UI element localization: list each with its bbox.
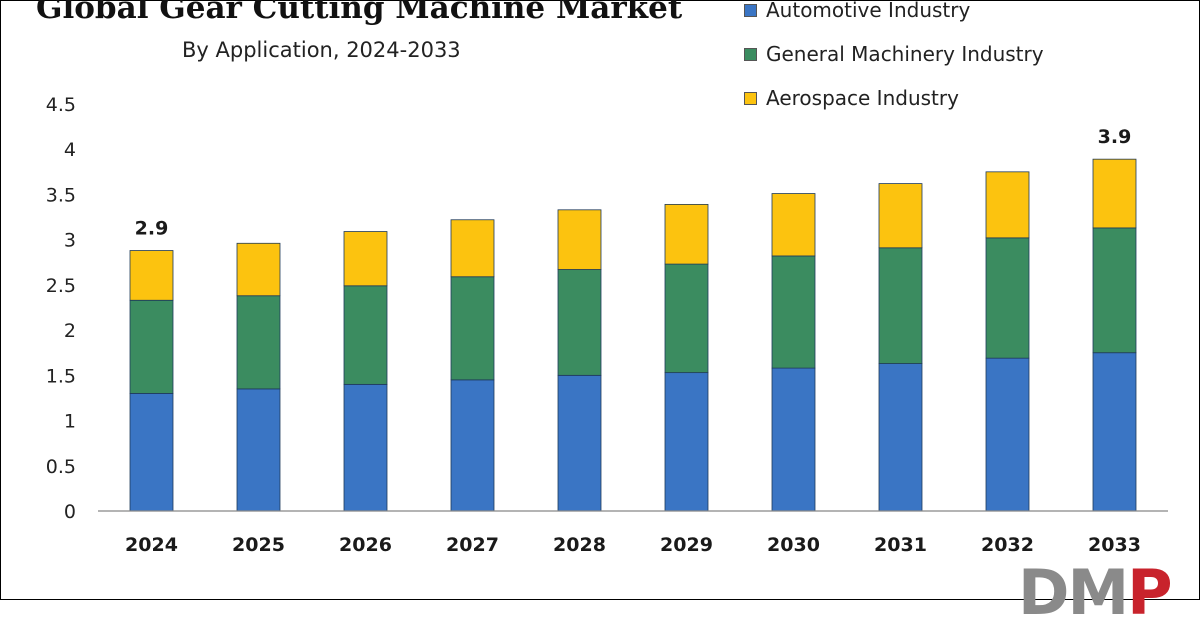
y-tick-label: 4.5 — [46, 94, 76, 116]
bar-segment-aerospace — [771, 193, 816, 257]
legend-swatch-aerospace — [744, 91, 757, 105]
y-tick-label: 3.5 — [46, 184, 76, 206]
legend-label-general-machinery: General Machinery Industry — [766, 42, 1044, 66]
bar-segment-aerospace — [1092, 158, 1137, 229]
legend-item-aerospace: Aerospace Industry — [744, 76, 1044, 120]
legend: Automotive Industry General Machinery In… — [744, 0, 1044, 120]
bar-segment-aerospace — [985, 171, 1030, 239]
legend-swatch-automotive — [744, 3, 757, 17]
x-tick-label: 2030 — [767, 534, 820, 556]
legend-swatch-general-machinery — [744, 47, 757, 61]
bar-segment-automotive — [985, 357, 1030, 512]
bar-segment-automotive — [1092, 352, 1137, 512]
data-label: 3.9 — [1098, 126, 1132, 148]
legend-item-automotive: Automotive Industry — [744, 0, 1044, 32]
y-tick-label: 3 — [64, 230, 76, 252]
bar-segment-general-machinery — [343, 285, 388, 385]
x-tick-label: 2032 — [981, 534, 1034, 556]
company-logo: DMP — [1018, 562, 1173, 624]
bar-segment-general-machinery — [450, 276, 495, 381]
x-tick-label: 2028 — [553, 534, 606, 556]
bar-segment-aerospace — [557, 209, 602, 270]
bar-segment-automotive — [771, 367, 816, 512]
y-tick-label: 2 — [64, 320, 76, 342]
legend-label-aerospace: Aerospace Industry — [766, 86, 959, 110]
y-tick-label: 2.5 — [46, 275, 76, 297]
bar-segment-automotive — [450, 379, 495, 512]
bar-segment-automotive — [664, 372, 709, 512]
legend-item-general-machinery: General Machinery Industry — [744, 32, 1044, 76]
chart-subtitle: By Application, 2024-2033 — [182, 38, 461, 62]
y-tick-label: 0 — [64, 501, 76, 523]
logo-text-gray: DM — [1018, 556, 1129, 629]
bar-segment-automotive — [878, 363, 923, 512]
bar-segment-aerospace — [129, 250, 174, 301]
y-tick-label: 0.5 — [46, 456, 76, 478]
bar-segment-aerospace — [878, 183, 923, 249]
x-tick-label: 2033 — [1088, 534, 1141, 556]
data-label: 2.9 — [135, 218, 169, 240]
bar-segment-automotive — [236, 388, 281, 512]
y-tick-label: 1.5 — [46, 365, 76, 387]
x-tick-label: 2027 — [446, 534, 499, 556]
bar-segment-general-machinery — [664, 263, 709, 374]
bar-segment-aerospace — [450, 219, 495, 278]
bar-segment-general-machinery — [236, 295, 281, 390]
x-tick-label: 2026 — [339, 534, 392, 556]
bar-segment-general-machinery — [771, 255, 816, 369]
bar-segment-aerospace — [343, 231, 388, 287]
bar-segment-automotive — [343, 383, 388, 512]
chart-title: Global Gear Cutting Machine Market — [36, 0, 683, 26]
x-tick-label: 2025 — [232, 534, 285, 556]
stacked-bar-chart: 0 0.5 1 1.5 2 2.5 3 3.5 4 4.5 2024 2025 2026 2027 2028… — [46, 94, 1168, 556]
x-tick-label: 2024 — [125, 534, 178, 556]
x-tick-label: 2031 — [874, 534, 927, 556]
bar-segment-aerospace — [664, 203, 709, 265]
bar-segment-aerospace — [236, 242, 281, 297]
x-tick-label: 2029 — [660, 534, 713, 556]
logo-text-red: P — [1127, 556, 1172, 629]
bar-segment-general-machinery — [985, 237, 1030, 359]
bar-segment-automotive — [129, 393, 174, 512]
y-tick-label: 4 — [64, 139, 76, 161]
bar-segment-general-machinery — [129, 299, 174, 394]
y-tick-label: 1 — [64, 411, 76, 433]
bar-segment-general-machinery — [557, 269, 602, 376]
bar-segment-general-machinery — [878, 247, 923, 364]
legend-label-automotive: Automotive Industry — [766, 0, 971, 22]
bar-segment-automotive — [557, 374, 602, 512]
bar-segment-general-machinery — [1092, 227, 1137, 354]
